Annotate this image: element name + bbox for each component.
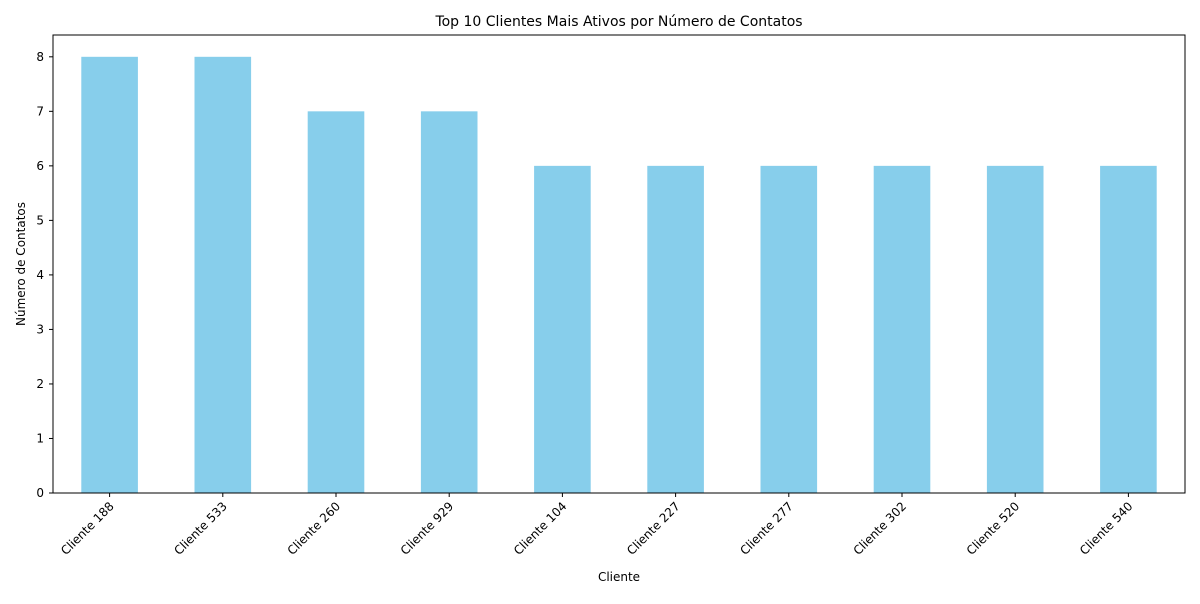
y-tick-label: 4 <box>36 268 44 282</box>
y-tick-label: 2 <box>36 377 44 391</box>
bar <box>760 165 818 493</box>
bar <box>873 165 931 493</box>
bars-group <box>81 56 1157 494</box>
x-tick-label: Cliente 277 <box>737 499 796 558</box>
y-tick-label: 5 <box>36 213 44 227</box>
x-tick-label: Cliente 302 <box>851 499 910 558</box>
x-axis: Cliente 188 Cliente 533 Cliente 260 Cliente… <box>58 493 1136 558</box>
bar <box>986 165 1044 493</box>
bar <box>534 165 591 493</box>
x-tick-label: Cliente 540 <box>1077 499 1136 558</box>
y-tick-label: 0 <box>36 486 44 500</box>
y-tick-label: 6 <box>36 159 44 173</box>
x-tick-label: Cliente 260 <box>285 499 344 558</box>
bar <box>1100 165 1157 493</box>
x-tick-label: Cliente 929 <box>398 499 457 558</box>
x-tick-label: Cliente 520 <box>964 499 1023 558</box>
x-axis-label: Cliente <box>598 570 640 584</box>
y-tick-label: 3 <box>36 322 44 336</box>
y-tick-label: 7 <box>36 104 44 118</box>
bar <box>647 165 704 493</box>
x-tick-label: Cliente 533 <box>171 499 230 558</box>
bar <box>81 56 138 494</box>
bar <box>194 56 252 494</box>
plot-frame <box>52 34 1186 494</box>
chart-title: Top 10 Clientes Mais Ativos por Número d… <box>434 14 802 30</box>
y-tick-label: 1 <box>36 431 44 445</box>
y-axis: 0 1 2 3 4 5 6 7 8 <box>36 50 53 500</box>
bar <box>307 111 365 493</box>
x-tick-label: Cliente 188 <box>58 499 117 558</box>
y-tick-label: 8 <box>36 50 44 64</box>
x-tick-label: Cliente 227 <box>624 499 683 558</box>
y-axis-label: Número de Contatos <box>14 202 28 326</box>
bar <box>420 111 478 493</box>
x-tick-label: Cliente 104 <box>511 499 570 558</box>
